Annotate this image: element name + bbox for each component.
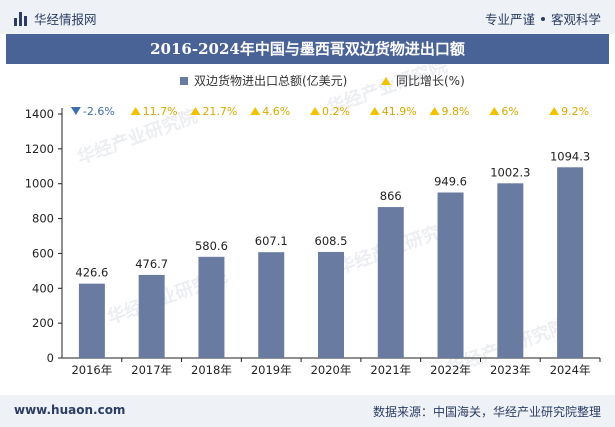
growth-up-marker	[190, 107, 201, 115]
header-bar: 华经情报网 专业严谨 客观科学	[0, 0, 615, 34]
chart: 华经产业研究院华经产业研究院华经产业研究院华经产业研究院华经产业研究院 双边货物…	[25, 64, 601, 379]
legend: 双边货物进出口总额(亿美元) 同比增长(%)	[180, 73, 465, 88]
y-tick-label: 1200	[25, 142, 54, 156]
bar	[377, 207, 404, 358]
x-tick-label: 2017年	[131, 363, 172, 377]
legend-bar-swatch	[180, 77, 188, 85]
brand-name: 华经情报网	[34, 12, 97, 27]
growth-label: 0.2%	[322, 105, 350, 118]
title-bar: 2016-2024年中国与墨西哥双边货物进出口额	[6, 34, 609, 64]
bar	[497, 183, 524, 358]
growth-label: 21.7%	[202, 105, 237, 118]
y-tick-label: 400	[32, 281, 54, 295]
x-tick-label: 2018年	[191, 363, 232, 377]
slogan-right: 客观科学	[550, 12, 601, 27]
brand[interactable]: 华经情报网	[14, 9, 97, 28]
bar	[318, 251, 344, 358]
bar	[437, 192, 464, 358]
growth-label: 4.6%	[262, 105, 290, 118]
growth-up-marker	[489, 107, 500, 115]
growth-up-marker	[369, 107, 380, 115]
bar-value-label: 608.5	[315, 234, 348, 248]
y-tick-label: 1000	[25, 177, 54, 191]
bar-value-label: 476.7	[135, 257, 168, 271]
y-tick-label: 0	[47, 351, 54, 365]
slogan: 专业严谨 客观科学	[485, 9, 601, 28]
growth-label: 41.9%	[382, 105, 417, 118]
slogan-left: 专业严谨	[484, 12, 535, 27]
bar-value-label: 426.6	[75, 266, 108, 280]
footer-bar: www.huaon.com 数据来源：中国海关，华经产业研究院整理	[0, 395, 615, 427]
bars: 426.6 476.7 580.6 607.1 608.5 866 949.6 1002.3 1…	[75, 149, 590, 358]
growth-label: 6%	[501, 105, 518, 118]
x-tick-label: 2023年	[490, 363, 531, 377]
growth-label: -2.6%	[83, 105, 115, 118]
growth-up-marker	[549, 107, 560, 115]
separator-dot	[540, 16, 545, 21]
bar	[258, 252, 285, 358]
bar	[138, 274, 165, 358]
x-tick-label: 2021年	[370, 363, 411, 377]
growth-up-marker	[250, 107, 261, 115]
x-tick-label: 2020年	[311, 363, 352, 377]
growth-down-marker	[70, 107, 81, 115]
growth-markers: -2.6% 11.7% 21.7% 4.6% 0.2% 41.9% 9.8% 6% 9.2%	[70, 105, 589, 118]
chart-title: 2016-2024年中国与墨西哥双边货物进出口额	[150, 40, 465, 58]
bar	[78, 283, 105, 358]
x-tick-label: 2016年	[71, 363, 112, 377]
growth-up-marker	[130, 107, 141, 115]
growth-label: 9.2%	[561, 105, 589, 118]
y-tick-label: 800	[32, 212, 54, 226]
y-tick-label: 600	[32, 246, 54, 260]
growth-label: 9.8%	[442, 105, 470, 118]
bar-value-label: 866	[380, 189, 402, 203]
x-tick-label: 2019年	[251, 363, 292, 377]
bar-value-label: 607.1	[255, 234, 288, 248]
bar	[198, 256, 225, 358]
data-source: 数据来源：中国海关，华经产业研究院整理	[372, 405, 601, 419]
site-link[interactable]: www.huaon.com	[14, 403, 126, 417]
bar-value-label: 949.6	[434, 174, 467, 188]
legend-marker-swatch	[381, 77, 391, 85]
legend-marker-label: 同比增长(%)	[396, 74, 465, 88]
bar-value-label: 580.6	[195, 239, 228, 253]
bar-logo-icon	[14, 11, 28, 26]
growth-up-marker	[310, 107, 320, 115]
y-tick-label: 200	[32, 316, 54, 330]
x-tick-label: 2022年	[430, 363, 471, 377]
growth-label: 11.7%	[143, 105, 178, 118]
bar-value-label: 1094.3	[550, 149, 590, 163]
legend-bar-label: 双边货物进出口总额(亿美元)	[194, 73, 347, 88]
bar-value-label: 1002.3	[490, 165, 530, 179]
x-tick-label: 2024年	[550, 363, 591, 377]
y-tick-label: 1400	[25, 107, 54, 121]
growth-up-marker	[429, 107, 440, 115]
bar	[557, 167, 584, 358]
